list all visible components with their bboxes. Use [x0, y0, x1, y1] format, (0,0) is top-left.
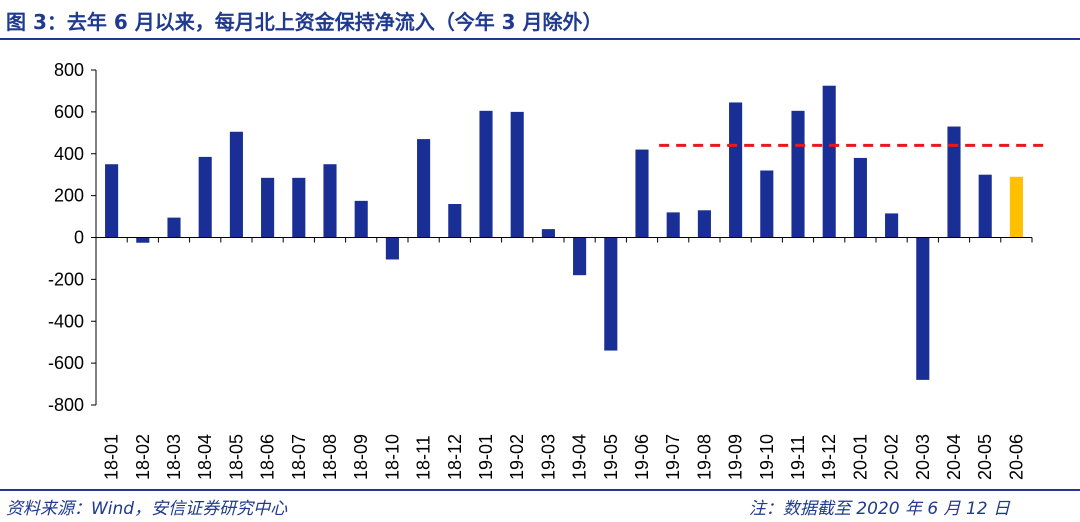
y-tick-label: -800	[48, 395, 84, 415]
x-axis: 18-01 18-02 18-03 18-04 18-05 18-06 18-07 18-08…	[95, 237, 1033, 480]
y-tick-label: -600	[48, 353, 84, 373]
y-tick-label: 400	[54, 144, 84, 164]
bar	[510, 111, 524, 238]
x-tick-label: 19-10	[757, 434, 777, 480]
y-tick-label: 600	[54, 102, 84, 122]
x-tick-label: 18-12	[445, 434, 465, 480]
title-bar: 图 3：去年 6 月以来，每月北上资金保持净流入（今年 3 月除外）	[0, 0, 1080, 38]
x-tick-label: 18-11	[414, 435, 434, 480]
bar	[978, 174, 992, 238]
x-tick-label: 18-01	[102, 434, 122, 480]
bar	[853, 157, 867, 238]
y-tick-label: -400	[48, 311, 84, 331]
bar	[198, 156, 212, 238]
bar	[760, 170, 774, 238]
chart-area: -800 -600 -400 -200 0 200 400 600 800 18-01 18-02…	[0, 40, 1080, 488]
bar	[354, 200, 368, 238]
bar	[916, 237, 930, 380]
bar	[666, 212, 680, 238]
bar	[323, 164, 337, 238]
x-tick-label: 18-08	[320, 434, 340, 480]
bar	[105, 164, 119, 238]
bar	[791, 110, 805, 238]
bar	[229, 131, 243, 238]
x-tick-label: 18-07	[289, 434, 309, 480]
x-tick-label: 19-01	[476, 434, 496, 480]
x-tick-label: 19-07	[663, 434, 683, 480]
x-tick-label: 18-10	[382, 434, 402, 480]
bar	[136, 237, 150, 243]
chart-title: 图 3：去年 6 月以来，每月北上资金保持净流入（今年 3 月除外）	[6, 10, 603, 34]
y-tick-label: 0	[74, 228, 84, 248]
footer-divider	[0, 489, 1080, 491]
bar	[822, 85, 836, 238]
y-axis: -800 -600 -400 -200 0 200 400 600 800	[48, 60, 97, 415]
x-tick-label: 18-09	[351, 434, 371, 480]
bar	[167, 217, 181, 238]
bar-highlight	[1009, 176, 1023, 238]
bar	[885, 213, 899, 238]
bar	[292, 177, 306, 238]
y-tick-label: 200	[54, 186, 84, 206]
bar	[604, 237, 618, 351]
bar-chart: -800 -600 -400 -200 0 200 400 600 800 18-01 18-02…	[48, 60, 1046, 480]
x-tick-label: 18-04	[195, 434, 215, 480]
bar	[635, 149, 649, 238]
x-tick-label: 18-06	[258, 434, 278, 480]
x-tick-label: 20-06	[1006, 434, 1026, 480]
source-note: 资料来源：Wind，安信证券研究中心	[6, 499, 288, 519]
x-tick-label: 19-05	[601, 434, 621, 480]
x-tick-label: 19-08	[694, 434, 714, 480]
x-tick-label: 20-02	[882, 434, 902, 480]
x-tick-label: 19-04	[570, 434, 590, 480]
bar	[697, 210, 711, 238]
y-tick-label: -200	[48, 269, 84, 289]
x-tick-label: 19-11	[788, 435, 808, 480]
x-tick-label: 19-06	[632, 434, 652, 480]
bar	[448, 204, 462, 238]
x-tick-label: 19-02	[507, 434, 527, 480]
x-tick-label: 18-03	[164, 434, 184, 480]
x-tick-label: 20-01	[850, 434, 870, 480]
y-tick-label: 800	[54, 60, 84, 80]
bar	[479, 110, 493, 238]
x-tick-label: 18-05	[226, 434, 246, 480]
x-tick-label: 19-09	[726, 434, 746, 480]
x-tick-label: 20-04	[944, 434, 964, 480]
x-tick-label: 19-12	[819, 434, 839, 480]
bar	[541, 229, 555, 238]
bar	[573, 237, 587, 276]
date-note: 注：数据截至 2020 年 6 月 12 日	[748, 499, 1010, 519]
x-tick-label: 20-05	[975, 434, 995, 480]
bar	[385, 237, 399, 260]
x-tick-label: 18-02	[133, 434, 153, 480]
bars	[105, 85, 1023, 380]
bar	[729, 102, 743, 238]
title-divider	[0, 38, 1080, 40]
x-tick-label: 19-03	[538, 434, 558, 480]
bar	[947, 126, 961, 238]
x-tick-label: 20-03	[913, 434, 933, 480]
bar	[261, 177, 275, 238]
bar	[417, 139, 431, 238]
